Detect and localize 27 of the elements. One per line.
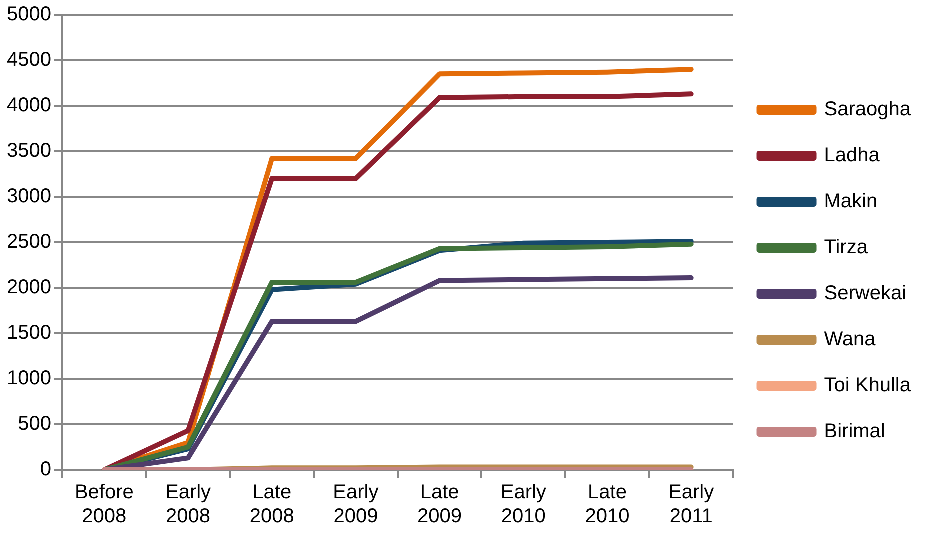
x-tick-label: Late 2010 [585,482,630,528]
x-tick-label: Early 2011 [668,482,714,528]
legend-label: Makin [824,190,878,213]
x-tick-label: Late 2009 [418,482,462,528]
legend-label: Birimal [824,420,886,443]
x-tick-label: Early 2010 [500,482,546,528]
x-tick-label: Early 2009 [333,482,379,528]
y-tick-label: 5000 [6,4,52,26]
legend-label: Toi Khulla [824,374,912,397]
x-tick-label: Early 2008 [165,482,212,528]
legend-label: Ladha [824,144,881,167]
y-tick-label: 500 [18,413,52,436]
y-tick-label: 1500 [6,322,52,344]
legend-label: Serwekai [824,282,907,305]
x-tick-label: Late 2008 [250,482,294,528]
x-tick-label: Before 2008 [74,482,134,528]
y-tick-label: 4000 [6,94,52,117]
y-tick-label: 4500 [6,49,52,72]
legend-label: Wana [824,328,877,351]
y-tick-label: 1000 [6,368,52,390]
y-tick-label: 3500 [6,140,52,162]
y-tick-label: 2000 [6,276,52,299]
legend-label: Tirza [824,236,869,259]
y-tick-label: 0 [40,458,52,481]
legend-label: Saraogha [824,98,912,121]
y-tick-label: 3000 [6,186,52,208]
y-tick-label: 2500 [6,231,52,254]
